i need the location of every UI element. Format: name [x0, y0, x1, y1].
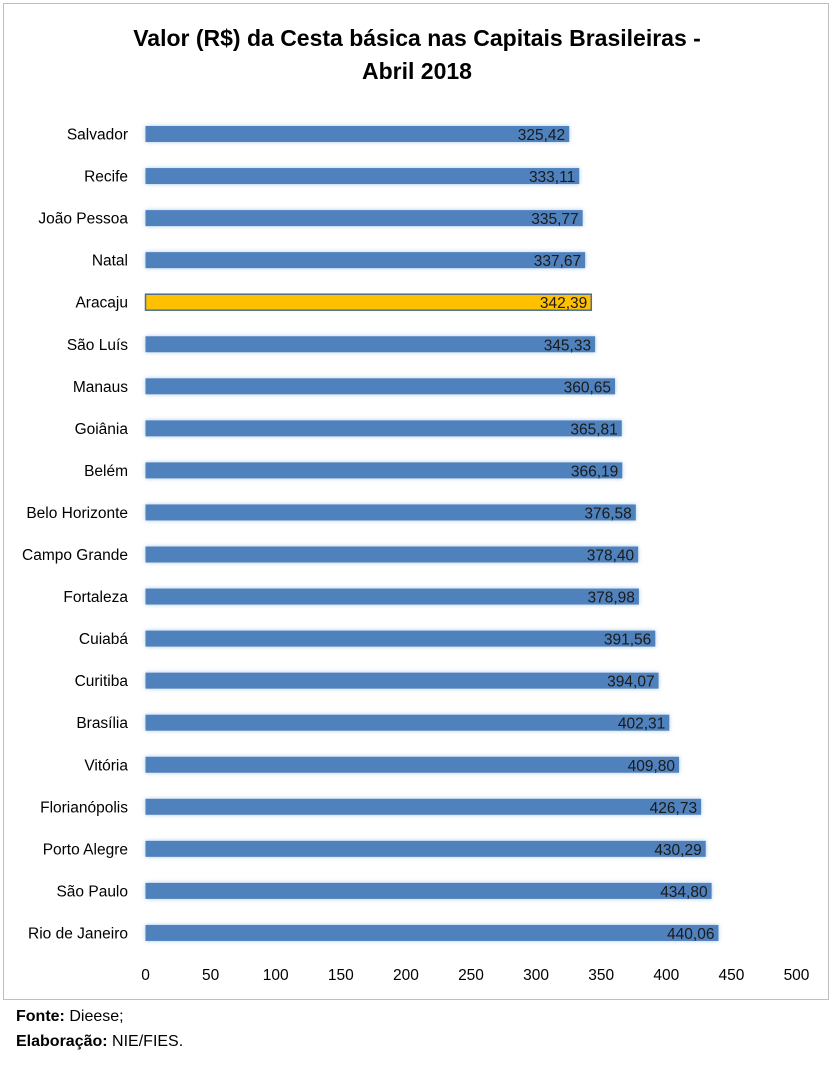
category-label-natal: Natal	[92, 253, 128, 270]
bar-campo-grande	[145, 546, 639, 563]
x-tick-450: 450	[718, 967, 744, 984]
category-label-aracaju: Aracaju	[75, 295, 128, 312]
value-label-curitiba: 394,07	[607, 674, 654, 691]
value-label-joao-pessoa: 335,77	[531, 211, 578, 228]
bar-sao-paulo	[145, 882, 712, 899]
category-label-campo-grande: Campo Grande	[22, 547, 128, 564]
category-label-sao-luis: São Luís	[67, 337, 128, 354]
x-tick-100: 100	[263, 967, 289, 984]
value-label-sao-paulo: 434,80	[660, 884, 708, 901]
category-label-recife: Recife	[84, 169, 128, 186]
source-label: Fonte:	[16, 1008, 65, 1025]
bar-salvador	[145, 126, 570, 142]
category-label-goiania: Goiânia	[75, 421, 129, 438]
bar-aracaju	[144, 293, 593, 311]
value-label-goiania: 365,81	[570, 421, 617, 438]
bar-fortaleza	[145, 588, 639, 605]
category-label-vitoria: Vitória	[84, 757, 128, 774]
x-tick-0: 0	[141, 967, 150, 984]
category-label-cuiaba: Cuiabá	[79, 631, 128, 648]
value-label-fortaleza: 378,98	[588, 590, 635, 607]
bar-natal	[145, 252, 586, 269]
category-label-belo-horizonte: Belo Horizonte	[26, 505, 128, 522]
chart-title-line-2: Abril 2018	[362, 58, 472, 84]
value-label-salvador: 325,42	[518, 127, 565, 144]
bar-sao-luis	[145, 336, 596, 353]
value-label-campo-grande: 378,40	[587, 548, 635, 565]
x-tick-250: 250	[458, 967, 484, 984]
category-label-rio-de-janeiro: Rio de Janeiro	[28, 925, 128, 942]
bars-group	[144, 126, 719, 941]
chart-footer: Fonte: Dieese; Elaboração: NIE/FIES.	[16, 1004, 183, 1054]
value-labels: 325,42 333,11 335,77 337,67 342,39 345,33 360,…	[518, 127, 715, 943]
bar-vitoria	[145, 756, 680, 773]
category-label-brasilia: Brasília	[76, 715, 128, 732]
value-label-porto-alegre: 430,29	[654, 842, 701, 859]
bar-rio-de-janeiro	[145, 924, 719, 941]
value-label-sao-luis: 345,33	[544, 337, 591, 354]
value-label-recife: 333,11	[529, 169, 575, 186]
bar-belo-horizonte	[145, 504, 636, 521]
value-label-rio-de-janeiro: 440,06	[667, 926, 714, 943]
bar-recife	[145, 168, 580, 185]
bar-brasilia	[145, 714, 670, 731]
x-tick-350: 350	[588, 967, 614, 984]
x-tick-150: 150	[328, 967, 354, 984]
value-label-aracaju: 342,39	[540, 295, 587, 312]
value-label-brasilia: 402,31	[618, 716, 665, 733]
x-tick-300: 300	[523, 967, 549, 984]
category-labels: Salvador Recife João Pessoa Natal Aracaju São…	[22, 127, 128, 943]
category-label-florianopolis: Florianópolis	[40, 799, 128, 816]
category-label-manaus: Manaus	[73, 379, 128, 396]
value-label-cuiaba: 391,56	[604, 632, 651, 649]
category-label-porto-alegre: Porto Alegre	[43, 841, 128, 858]
value-label-vitoria: 409,80	[628, 758, 676, 775]
value-label-belo-horizonte: 376,58	[584, 505, 631, 522]
source-line: Fonte: Dieese;	[16, 1004, 183, 1029]
bar-belem	[145, 462, 623, 479]
x-tick-200: 200	[393, 967, 419, 984]
bar-chart: Valor (R$) da Cesta básica nas Capitais …	[22, 25, 810, 984]
value-label-belem: 366,19	[571, 463, 618, 480]
value-label-manaus: 360,65	[564, 379, 611, 396]
chart-title-line-1: Valor (R$) da Cesta básica nas Capitais …	[133, 25, 701, 51]
category-label-joao-pessoa: João Pessoa	[38, 211, 128, 228]
source-value: Dieese;	[69, 1008, 124, 1025]
x-tick-500: 500	[784, 967, 810, 984]
credit-label: Elaboração:	[16, 1033, 108, 1050]
x-tick-400: 400	[653, 967, 679, 984]
category-label-fortaleza: Fortaleza	[63, 589, 128, 606]
x-axis-ticks: 0 50 100 150 200 250 300 350 400 450 500	[141, 967, 810, 984]
credit-line: Elaboração: NIE/FIES.	[16, 1029, 183, 1054]
credit-value: NIE/FIES.	[112, 1033, 184, 1050]
category-label-curitiba: Curitiba	[75, 673, 129, 690]
category-label-sao-paulo: São Paulo	[56, 883, 128, 900]
value-label-florianopolis: 426,73	[650, 800, 697, 817]
bar-curitiba	[145, 672, 659, 689]
bar-florianopolis	[145, 798, 702, 815]
category-label-belem: Belém	[84, 463, 128, 480]
value-label-natal: 337,67	[534, 253, 581, 270]
bar-manaus	[145, 378, 616, 395]
bar-joao-pessoa	[145, 210, 583, 227]
category-label-salvador: Salvador	[67, 127, 128, 144]
bar-goiania	[145, 420, 622, 437]
x-tick-50: 50	[202, 967, 220, 984]
bar-cuiaba	[145, 630, 656, 647]
bar-porto-alegre	[145, 840, 706, 857]
